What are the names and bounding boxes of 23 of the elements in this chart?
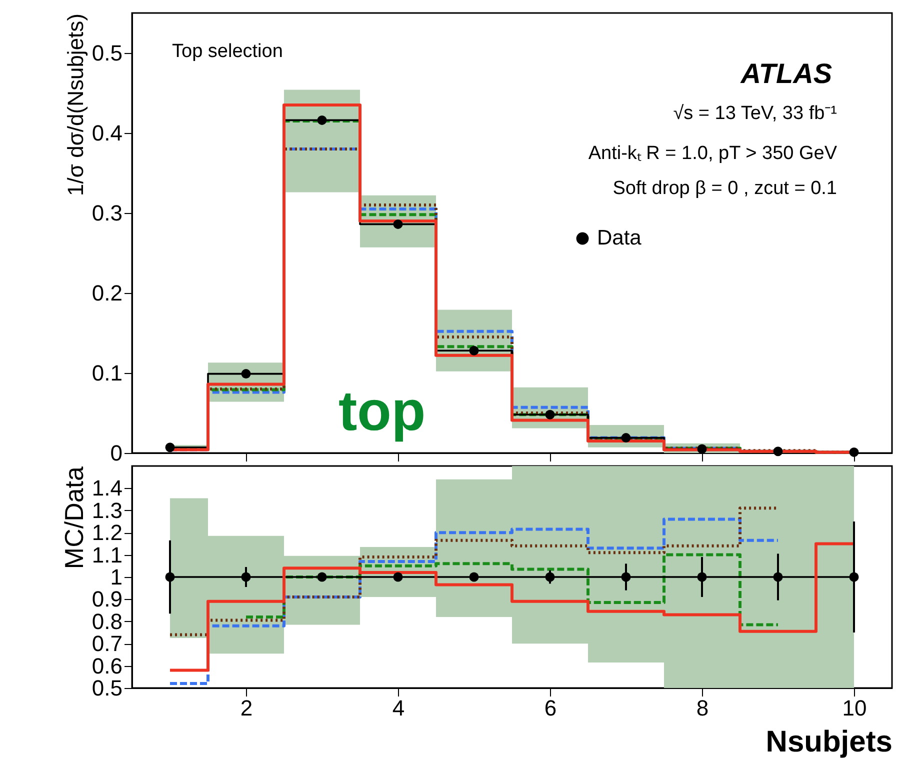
annotation: Anti-kₜ R = 1.0, pT > 350 GeV [588, 143, 838, 164]
x-tick-label: 2 [240, 696, 253, 720]
x-tick-label: 4 [392, 696, 405, 720]
y-tick-label: 0.4 [92, 120, 122, 146]
x-tick-label: 10 [842, 696, 867, 720]
y-axis-title: 1/σ dσ/d(Nsubjets) [62, 14, 88, 196]
y-tick-label: 0.2 [92, 280, 122, 306]
annotation: ATLAS [740, 58, 832, 89]
y-tick-label: 1 [110, 564, 122, 590]
annotation: top [338, 379, 426, 442]
y-tick-label: 0.1 [92, 360, 122, 386]
legend-label: Data [597, 226, 642, 250]
annotation: √s = 13 TeV, 33 fb⁻¹ [673, 103, 837, 124]
y-tick-label: 0.5 [92, 40, 122, 66]
y-tick-label: 0.5 [92, 676, 122, 700]
y-tick-label: 0 [110, 440, 122, 466]
annotation: Top selection [172, 41, 283, 62]
x-axis-title: Nsubjets [766, 726, 892, 758]
x-tick-label: 8 [696, 696, 709, 720]
x-tick-label: 6 [544, 696, 557, 720]
annotation: Soft drop β = 0 , zcut = 0.1 [612, 178, 837, 199]
y-tick-label: 0.3 [92, 200, 122, 226]
y-axis-title: MC/Data [58, 466, 89, 570]
